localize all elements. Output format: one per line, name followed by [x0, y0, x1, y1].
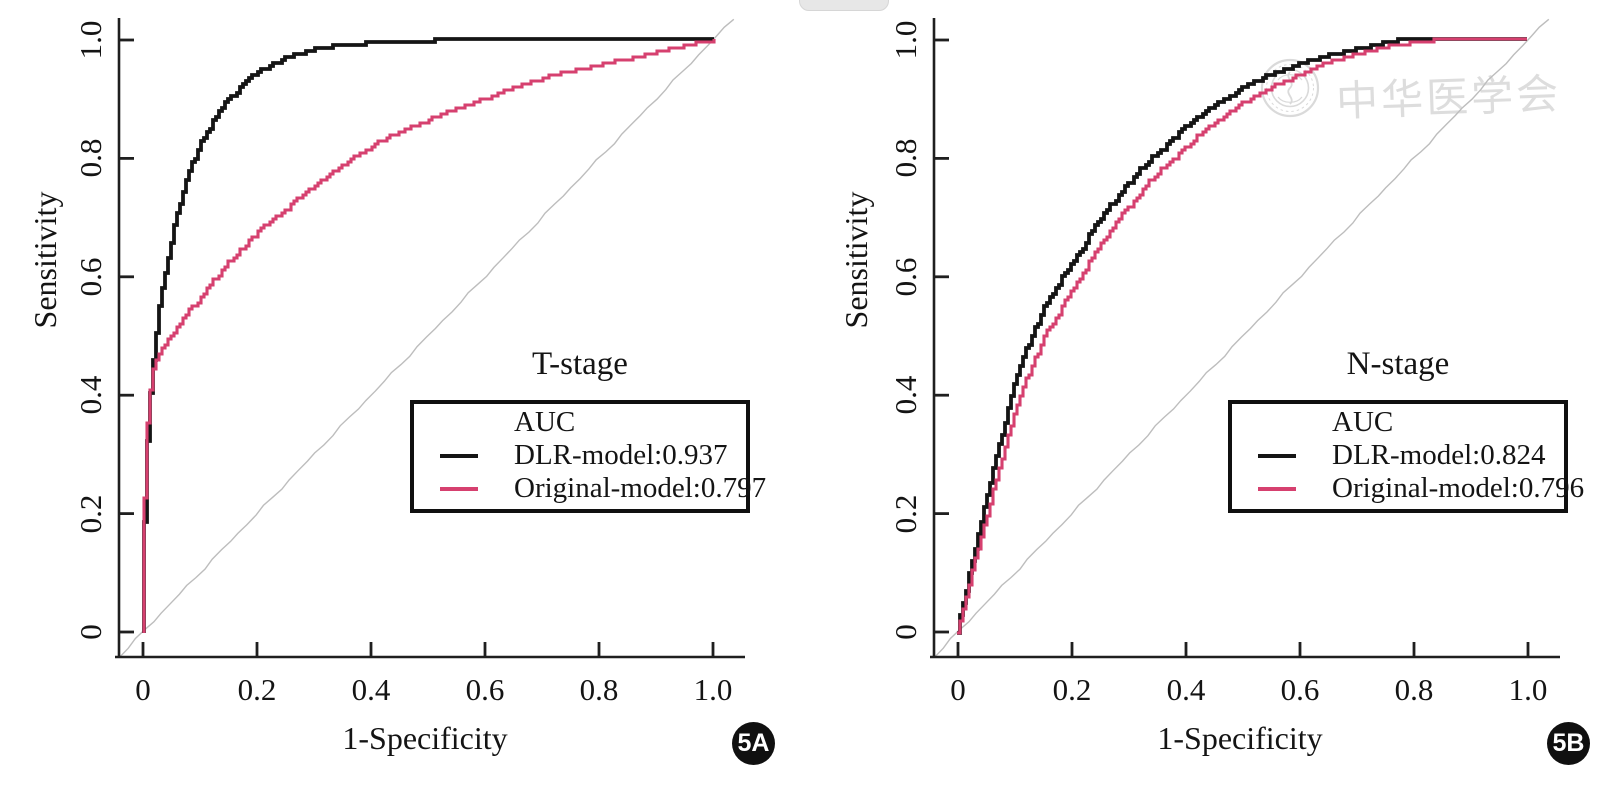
roc-curve-original-model: [957, 37, 1527, 635]
roc-curve-dlr-model: [957, 37, 1527, 635]
roc-curve-original-model: [142, 39, 716, 633]
reference-diagonal: [118, 18, 735, 659]
reference-diagonal: [933, 18, 1550, 659]
roc-curve-dlr-model: [142, 37, 714, 633]
